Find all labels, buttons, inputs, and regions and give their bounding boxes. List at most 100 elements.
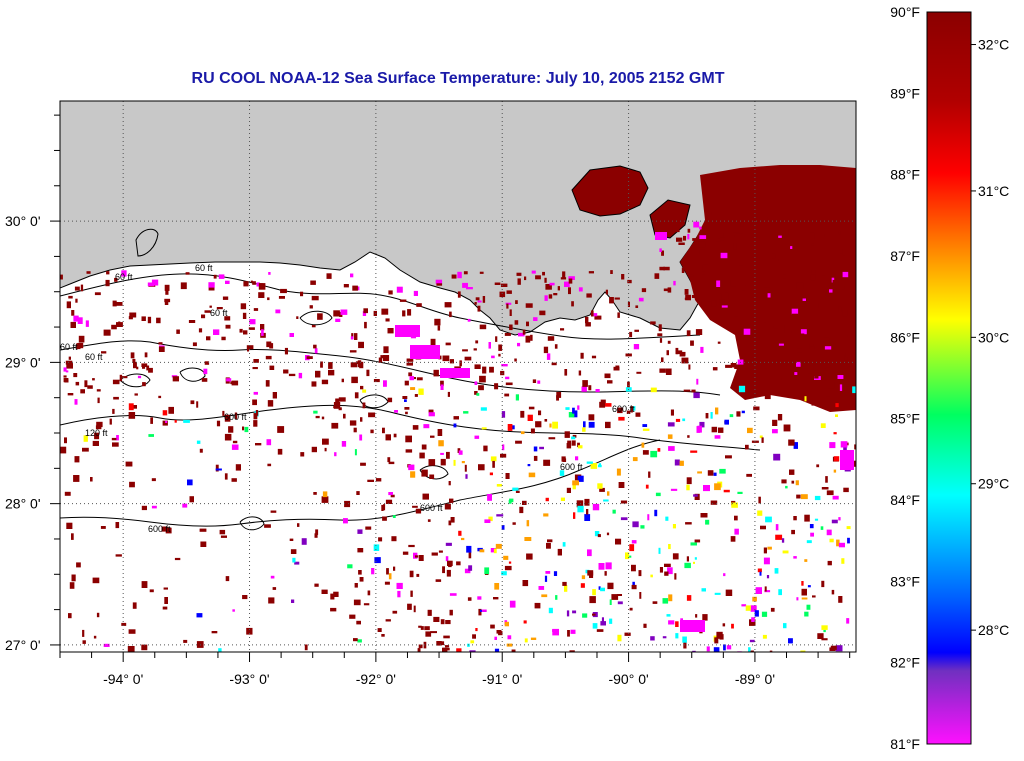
colorbar-c-label: 30°C (978, 329, 1009, 345)
sst-pixel (845, 352, 852, 358)
sst-pixel (786, 364, 790, 368)
sst-pixel (853, 300, 856, 306)
sst-pixel (555, 595, 558, 600)
sst-pixel (800, 650, 806, 652)
sst-pixel (789, 252, 796, 256)
sst-pixel (801, 597, 808, 600)
sst-pixel (183, 639, 188, 643)
sst-pixel (427, 519, 431, 522)
sst-pixel (515, 394, 519, 401)
sst-pixel (298, 372, 303, 379)
sst-pixel (416, 303, 422, 307)
sst-pixel (240, 303, 247, 310)
sst-pixel (627, 381, 630, 388)
sst-pixel (146, 365, 150, 371)
sst-pixel (424, 626, 430, 631)
sst-pixel (375, 478, 382, 482)
sst-pixel (687, 233, 690, 240)
sst-pixel (607, 380, 613, 384)
sst-pixel (469, 650, 476, 652)
sst-pixel (575, 456, 579, 461)
sst-pixel (773, 360, 779, 366)
sst-pixel (648, 471, 651, 478)
sst-pixel (362, 311, 367, 316)
sst-pixel (474, 302, 477, 305)
sst-pixel (451, 274, 457, 279)
sst-pixel (116, 302, 123, 306)
contour-label: 600 ft (420, 503, 443, 513)
sst-pixel (415, 555, 419, 558)
sst-pixel (537, 380, 541, 384)
sst-pixel (814, 518, 819, 521)
sst-pixel (784, 330, 792, 334)
sst-pixel (142, 382, 146, 387)
sst-pixel (66, 301, 71, 309)
sst-pixel (408, 544, 415, 548)
sst-pixel (541, 594, 548, 598)
sst-pixel (360, 462, 366, 466)
sst-pixel (812, 595, 816, 598)
sst-pixel (734, 528, 739, 535)
sst-pixel (796, 348, 803, 353)
sst-pixel (796, 361, 801, 367)
sst-pixel (420, 626, 424, 630)
map-axes: -94° 0' -93° 0' -92° 0' -91° 0' -90° 0' -89° … (5, 114, 851, 687)
sst-pixel (386, 568, 389, 575)
sst-pixel (725, 455, 732, 459)
sst-pixel (810, 232, 815, 239)
sst-pixel (801, 581, 804, 586)
sst-pixel (200, 541, 207, 547)
sst-pixel (399, 299, 407, 302)
sst-pixel (165, 420, 168, 423)
sst-pixel (781, 378, 786, 381)
sst-pixel (162, 420, 168, 426)
sst-pixel (464, 464, 467, 472)
sst-pixel (740, 222, 744, 227)
sst-pixel (642, 424, 648, 427)
sst-pixel (517, 278, 521, 285)
sst-pixel (572, 407, 575, 414)
sst-pixel (192, 342, 197, 347)
sst-pixel (791, 480, 795, 484)
sst-pixel (404, 380, 409, 386)
cool-water-patch (440, 368, 470, 378)
sst-pixel (730, 536, 736, 542)
sst-pixel (839, 384, 843, 391)
sst-pixel (631, 584, 637, 590)
sst-pixel (405, 435, 412, 443)
colorbar-f-label: 88°F (890, 167, 920, 183)
sst-pixel (506, 290, 512, 294)
sst-pixel (373, 379, 380, 383)
sst-pixel (265, 380, 270, 387)
sst-pixel (213, 329, 220, 335)
sst-pixel (594, 315, 602, 320)
sst-pixel (360, 385, 364, 390)
sst-pixel (838, 306, 842, 313)
sst-pixel (647, 514, 650, 521)
sst-pixel (421, 444, 427, 450)
sst-pixel (692, 650, 696, 652)
sst-pixel (353, 427, 357, 433)
sst-pixel (412, 425, 419, 430)
sst-pixel (496, 484, 502, 487)
sst-pixel (147, 282, 155, 287)
sst-pixel (67, 393, 74, 396)
sst-pixel (641, 288, 647, 293)
sst-pixel (333, 310, 340, 317)
sst-pixel (505, 382, 513, 386)
sst-pixel (364, 321, 367, 329)
sst-pixel (605, 289, 608, 295)
sst-pixel (547, 336, 555, 341)
sst-pixel (136, 366, 139, 370)
sst-pixel (629, 607, 633, 611)
sst-pixel (682, 636, 687, 643)
sst-pixel (438, 440, 444, 447)
sst-pixel (713, 472, 717, 476)
sst-pixel (188, 320, 196, 323)
sst-pixel (577, 405, 580, 410)
sst-pixel (66, 522, 73, 529)
sst-pixel (800, 494, 808, 500)
sst-pixel (811, 400, 815, 406)
sst-pixel (204, 310, 211, 313)
sst-pixel (586, 293, 592, 298)
